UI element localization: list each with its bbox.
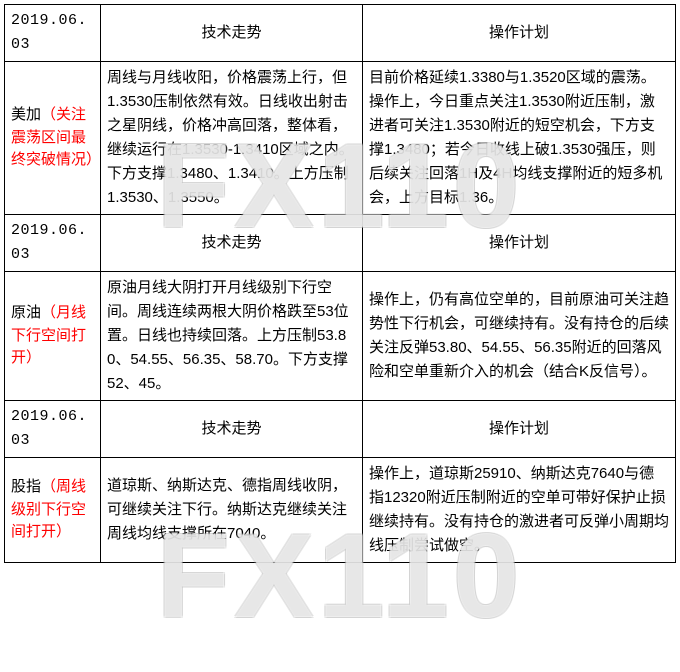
date-cell: 2019.06.03 — [5, 215, 101, 272]
trend-cell: 道琼斯、纳斯达克、德指周线收阴，可继续关注下行。纳斯达克继续关注周线均线支撑所在… — [101, 458, 363, 563]
instrument-name: 美加 — [11, 106, 41, 123]
header-plan: 操作计划 — [363, 5, 676, 62]
plan-cell: 操作上，道琼斯25910、纳斯达克7640与德指12320附近压制附近的空单可带… — [363, 458, 676, 563]
instrument-name: 原油 — [11, 304, 41, 321]
header-trend: 技术走势 — [101, 215, 363, 272]
plan-cell: 目前价格延续1.3380与1.3520区域的震荡。操作上，今日重点关注1.353… — [363, 62, 676, 215]
instrument-label: 原油（月线下行空间打开） — [5, 272, 101, 401]
instrument-label: 股指（周线级别下行空间打开） — [5, 458, 101, 563]
instrument-name: 股指 — [11, 478, 41, 495]
trend-cell: 原油月线大阴打开月线级别下行空间。周线连续两根大阴价格跌至53位置。日线也持续回… — [101, 272, 363, 401]
date-cell: 2019.06.03 — [5, 5, 101, 62]
header-trend: 技术走势 — [101, 5, 363, 62]
trend-cell: 周线与月线收阳，价格震荡上行，但1.3530压制依然有效。日线收出射击之星阴线，… — [101, 62, 363, 215]
header-plan: 操作计划 — [363, 401, 676, 458]
analysis-table: 2019.06.03技术走势操作计划美加（关注震荡区间最终突破情况）周线与月线收… — [4, 4, 676, 563]
instrument-label: 美加（关注震荡区间最终突破情况） — [5, 62, 101, 215]
date-cell: 2019.06.03 — [5, 401, 101, 458]
header-plan: 操作计划 — [363, 215, 676, 272]
plan-cell: 操作上，仍有高位空单的，目前原油可关注趋势性下行机会，可继续持有。没有持仓的后续… — [363, 272, 676, 401]
header-trend: 技术走势 — [101, 401, 363, 458]
